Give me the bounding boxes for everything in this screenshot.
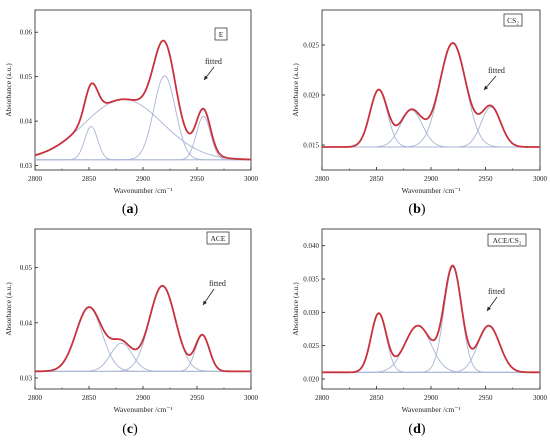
y-tick-label-b-2: 0.025: [303, 42, 319, 50]
annotation-arrowhead-d: [487, 306, 491, 311]
y-tick-label-a-3: 0.06: [20, 29, 33, 37]
y-tick-label-c-1: 0.04: [20, 319, 33, 327]
y-axis-label-c: Absorbance (a.u.): [4, 282, 13, 336]
annotation-arrowhead-b: [484, 85, 489, 90]
component-peak-a-3: [35, 75, 251, 161]
component-peak-d-4: [322, 325, 540, 373]
caption-c: (c): [122, 422, 138, 437]
fitted-curve-a: [34, 39, 252, 161]
x-tick-label-b-2850: 2850: [370, 175, 385, 183]
y-tick-label-a-0: 0.03: [20, 162, 33, 170]
x-tick-label-b-2900: 2900: [424, 175, 439, 183]
y-axis-label-a: Absorbance (a.u.): [4, 63, 13, 117]
x-axis-label-b: Wavenumber /cm⁻¹: [401, 186, 460, 195]
y-axis-label-b: Absorbance (a.u.): [291, 63, 300, 117]
y-tick-label-b-1: 0.020: [303, 92, 319, 100]
annotation-fitted-d: fitted: [488, 287, 505, 296]
component-peak-a-4: [35, 115, 251, 161]
y-tick-label-d-3: 0.035: [303, 276, 319, 284]
legend-label-a: E: [219, 30, 224, 39]
component-peak-d-2: [322, 325, 540, 373]
legend-box-d: [487, 233, 527, 247]
x-tick-label-c-2800: 2800: [28, 394, 43, 402]
component-peak-a-2: [34, 98, 252, 160]
x-tick-label-c-3000: 3000: [244, 394, 259, 402]
annotation-fitted-b: fitted: [488, 66, 505, 75]
annotation-fitted-a: fitted: [205, 57, 222, 66]
legend-box-b: [503, 13, 523, 27]
caption-a: (a): [121, 202, 139, 217]
y-tick-label-c-2: 0.05: [20, 264, 33, 272]
x-tick-label-d-2950: 2950: [479, 394, 494, 402]
x-axis-label-a: Wavenumber /cm⁻¹: [113, 186, 172, 195]
x-tick-label-d-2850: 2850: [370, 394, 385, 402]
x-tick-label-a-2800: 2800: [28, 175, 43, 183]
x-axis-label-c: Wavenumber /cm⁻¹: [113, 405, 172, 414]
y-tick-label-c-0: 0.03: [20, 374, 33, 382]
plot-frame-d: [321, 228, 541, 390]
x-tick-label-a-2950: 2950: [190, 175, 205, 183]
x-axis-label-d: Wavenumber /cm⁻¹: [401, 405, 460, 414]
x-tick-label-a-3000: 3000: [244, 175, 259, 183]
y-tick-label-d-2: 0.030: [303, 309, 319, 317]
annotation-arrowhead-c: [203, 300, 207, 305]
x-tick-label-d-3000: 3000: [533, 394, 548, 402]
y-tick-label-d-4: 0.040: [303, 242, 319, 250]
fitted-curve-b: [322, 42, 540, 148]
x-tick-label-a-2850: 2850: [82, 175, 97, 183]
y-tick-label-a-2: 0.05: [20, 73, 33, 81]
annotation-arrowhead-a: [204, 75, 209, 80]
caption-d: (d): [408, 422, 426, 437]
fitted-curve-d: [322, 264, 540, 374]
component-peak-b-3: [322, 42, 540, 148]
x-tick-label-d-2800: 2800: [315, 394, 330, 402]
x-tick-label-d-2900: 2900: [424, 394, 439, 402]
x-tick-label-a-2900: 2900: [136, 175, 151, 183]
plot-frame-c: [34, 228, 252, 390]
legend-label-d: ACE/CS₂: [493, 236, 522, 245]
caption-b: (b): [408, 202, 426, 217]
x-tick-label-b-2800: 2800: [315, 175, 330, 183]
component-peak-d-3: [322, 266, 540, 373]
y-tick-label-a-1: 0.04: [20, 118, 33, 126]
fitted-curve-c: [35, 284, 251, 373]
legend-label-c: ACE: [211, 234, 226, 243]
x-tick-label-c-2850: 2850: [82, 394, 97, 402]
legend-box-c: [206, 231, 230, 245]
annotation-fitted-c: fitted: [209, 279, 226, 288]
y-tick-label-d-0: 0.020: [303, 376, 319, 384]
legend-label-b: CS₂: [507, 16, 519, 25]
x-tick-label-c-2950: 2950: [190, 394, 205, 402]
y-tick-label-d-1: 0.025: [303, 342, 319, 350]
x-tick-label-b-2950: 2950: [479, 175, 494, 183]
x-tick-label-c-2900: 2900: [136, 394, 151, 402]
y-axis-label-d: Absorbance (a.u.): [291, 282, 300, 336]
component-peak-c-3: [35, 285, 251, 372]
legend-box-a: [214, 27, 228, 41]
y-tick-label-b-0: 0.015: [303, 142, 319, 150]
x-tick-label-b-3000: 3000: [533, 175, 548, 183]
